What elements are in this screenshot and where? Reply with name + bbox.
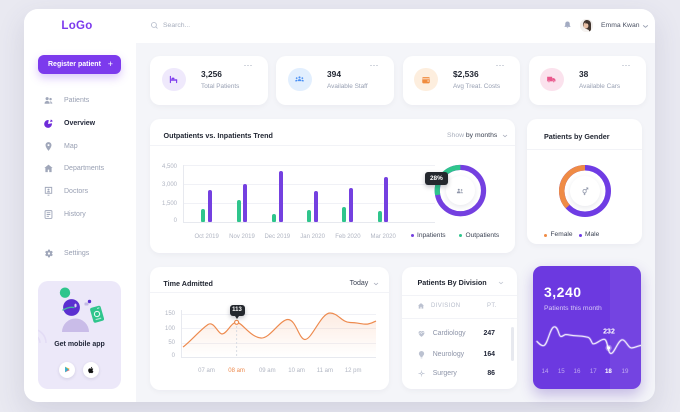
svg-text:232: 232 [603,328,615,335]
